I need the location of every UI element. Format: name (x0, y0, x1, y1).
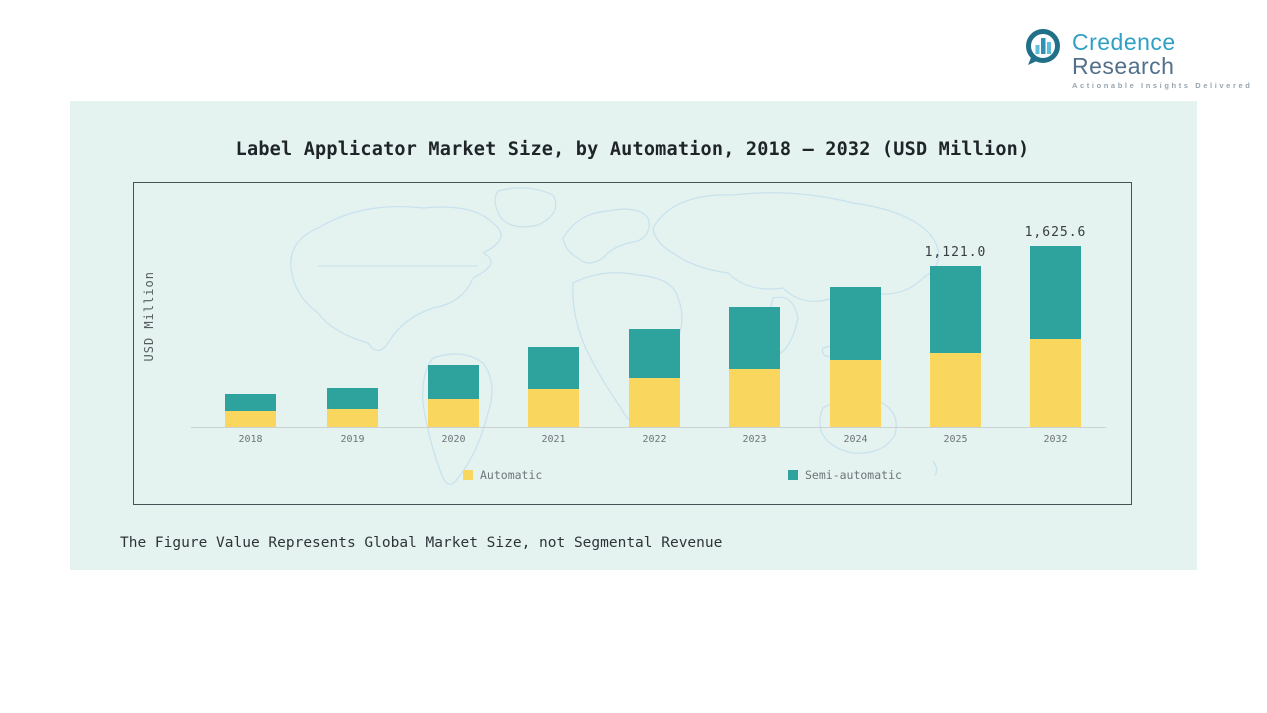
bar-2020 (428, 365, 479, 427)
bar-2023-automatic-segment (729, 369, 780, 427)
x-tick-2032: 2032 (1043, 434, 1068, 445)
bar-2032-automatic-segment (1030, 339, 1081, 427)
x-tick-2020: 2020 (441, 434, 466, 445)
legend-item-automatic: Automatic (463, 468, 542, 482)
x-tick-2018: 2018 (238, 434, 263, 445)
bar-2019-semi-automatic-segment (327, 388, 378, 409)
bar-2024-automatic-segment (830, 360, 881, 427)
data-label-2025: 1,121.0 (924, 245, 987, 260)
x-tick-2023: 2023 (742, 434, 767, 445)
bar-2032 (1030, 246, 1081, 427)
bar-2024-semi-automatic-segment (830, 287, 881, 360)
legend-swatch-semi-automatic (788, 470, 798, 480)
logo-tagline: Actionable Insights Delivered (1072, 81, 1253, 90)
plot-content: USD Million Automatic Semi-automatic 2018… (134, 183, 1133, 506)
logo-brand-research: Research (1072, 53, 1175, 79)
x-tick-2019: 2019 (340, 434, 365, 445)
bar-2022 (629, 329, 680, 427)
bar-2021-semi-automatic-segment (528, 347, 579, 389)
bar-2022-automatic-segment (629, 378, 680, 427)
bar-2019 (327, 388, 378, 427)
bar-2021 (528, 347, 579, 427)
bar-2025-semi-automatic-segment (930, 266, 981, 353)
bar-2018-automatic-segment (225, 411, 276, 427)
logo-wordmark: Credence Research (1072, 30, 1267, 78)
bar-2023-semi-automatic-segment (729, 307, 780, 369)
legend-label-automatic: Automatic (480, 468, 543, 482)
bar-2025 (930, 266, 981, 427)
x-axis-line (191, 427, 1106, 428)
y-axis-label: USD Million (142, 271, 156, 362)
legend-swatch-automatic (463, 470, 473, 480)
plot-area: USD Million Automatic Semi-automatic 2018… (133, 182, 1132, 505)
bar-2018 (225, 394, 276, 427)
legend-label-semi-automatic: Semi-automatic (805, 468, 902, 482)
footnote: The Figure Value Represents Global Marke… (120, 535, 723, 551)
x-tick-2021: 2021 (541, 434, 566, 445)
logo-text: Credence Research Actionable Insights De… (1072, 27, 1267, 90)
x-tick-2024: 2024 (843, 434, 868, 445)
logo-brand-credence: Credence (1072, 29, 1176, 55)
logo: Credence Research Actionable Insights De… (1022, 27, 1267, 90)
bar-2019-automatic-segment (327, 409, 378, 427)
legend-item-semi-automatic: Semi-automatic (788, 468, 902, 482)
bar-2020-automatic-segment (428, 399, 479, 427)
x-tick-2025: 2025 (943, 434, 968, 445)
bar-2018-semi-automatic-segment (225, 394, 276, 411)
bar-2032-semi-automatic-segment (1030, 246, 1081, 339)
bar-2024 (830, 287, 881, 427)
bar-2022-semi-automatic-segment (629, 329, 680, 378)
chart-panel: Label Applicator Market Size, by Automat… (70, 101, 1197, 570)
logo-icon (1026, 29, 1060, 65)
bar-2021-automatic-segment (528, 389, 579, 427)
bar-2023 (729, 307, 780, 427)
x-tick-2022: 2022 (642, 434, 667, 445)
bar-2025-automatic-segment (930, 353, 981, 427)
bar-2020-semi-automatic-segment (428, 365, 479, 399)
chart-title: Label Applicator Market Size, by Automat… (235, 139, 1030, 160)
data-label-2032: 1,625.6 (1024, 225, 1087, 240)
